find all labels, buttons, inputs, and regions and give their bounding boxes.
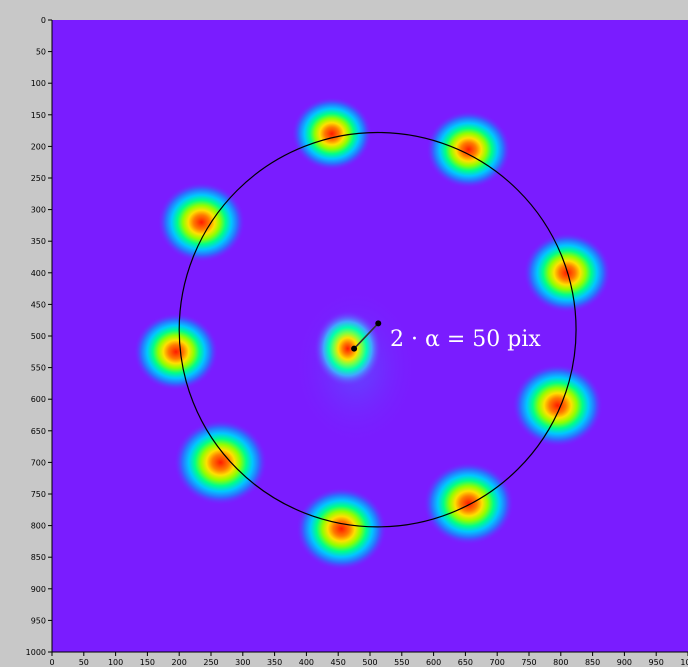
ring-spot-2 — [426, 110, 512, 189]
ring-spot-7 — [173, 419, 268, 506]
y-tick-label: 1000 — [26, 648, 46, 657]
x-tick-label: 650 — [458, 658, 473, 667]
ring-spot-8 — [133, 313, 219, 391]
y-axis: 0 50 100 150 200 250 300 350 400 450 500 550 600 650 7… — [26, 16, 53, 657]
y-tick-label: 500 — [31, 332, 46, 341]
ring-spot-6 — [296, 487, 387, 571]
x-tick-label: 750 — [521, 658, 536, 667]
y-tick-label: 600 — [31, 395, 46, 404]
ring-spot-9 — [157, 182, 246, 263]
x-tick-label: 0 — [49, 658, 54, 667]
y-tick-label: 750 — [31, 490, 46, 499]
x-tick-label: 350 — [267, 658, 282, 667]
ring-spot-5 — [423, 462, 514, 545]
y-tick-label: 800 — [31, 522, 46, 531]
x-tick-label: 900 — [617, 658, 632, 667]
alpha-annotation: 2 · α = 50 pix — [390, 327, 541, 352]
x-tick-label: 500 — [362, 658, 377, 667]
x-tick-label: 450 — [331, 658, 346, 667]
y-tick-label: 250 — [31, 174, 46, 183]
x-tick-label: 800 — [553, 658, 568, 667]
ring-spot-4 — [512, 364, 603, 447]
y-tick-label: 550 — [31, 364, 46, 373]
x-tick-label: 550 — [394, 658, 409, 667]
x-tick-label: 400 — [299, 658, 314, 667]
x-axis: 0 50 100 150 200 250 300 350 400 450 500 550 600 650 7… — [49, 651, 688, 667]
y-tick-label: 900 — [31, 585, 46, 594]
x-tick-label: 200 — [172, 658, 187, 667]
x-tick-label: 600 — [426, 658, 441, 667]
x-tick-label: 850 — [585, 658, 600, 667]
fit-circle — [178, 131, 577, 528]
y-tick-label: 0 — [41, 16, 46, 25]
y-tick-label: 300 — [31, 206, 46, 215]
x-tick-label: 100 — [680, 658, 688, 667]
y-tick-label: 150 — [31, 111, 46, 120]
x-tick-label: 300 — [235, 658, 250, 667]
x-tick-label: 150 — [140, 658, 155, 667]
y-tick-label: 950 — [31, 616, 46, 625]
arrow-start-dot — [351, 345, 358, 352]
y-tick-label: 400 — [31, 269, 46, 278]
x-tick-label: 700 — [490, 658, 505, 667]
x-tick-label: 250 — [203, 658, 218, 667]
arrow-end-dot — [375, 320, 382, 327]
y-tick-label: 100 — [31, 79, 46, 88]
y-tick-label: 350 — [31, 237, 46, 246]
x-tick-label: 100 — [108, 658, 123, 667]
y-tick-label: 850 — [31, 553, 46, 562]
center-spot — [313, 310, 383, 388]
ring-spot-1 — [291, 97, 373, 171]
radius-arrow — [353, 322, 379, 350]
x-tick-label: 50 — [79, 658, 89, 667]
y-tick-label: 450 — [31, 300, 46, 309]
x-tick-label: 950 — [649, 658, 664, 667]
y-tick-label: 50 — [36, 48, 46, 57]
y-tick-label: 200 — [31, 142, 46, 151]
y-tick-label: 700 — [31, 458, 46, 467]
spots-layer — [133, 97, 612, 571]
y-tick-label: 650 — [31, 427, 46, 436]
